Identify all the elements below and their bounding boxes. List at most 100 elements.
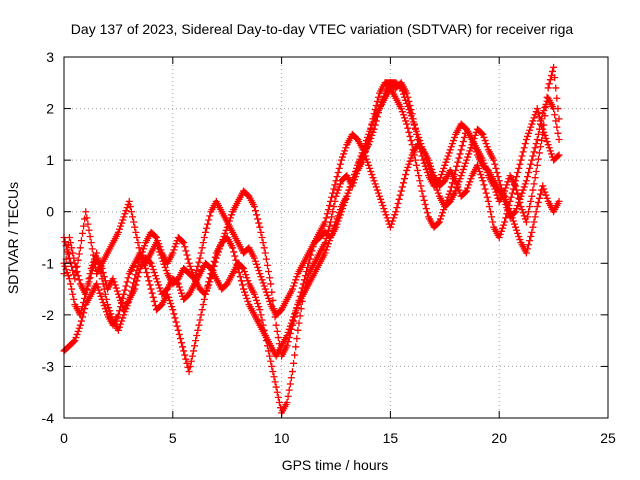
data-point-dense [541,104,549,112]
data-point-dense [243,274,251,282]
data-point-dense [509,217,517,225]
data-point-dense [423,209,431,217]
data-point [381,208,389,216]
data-point-dense [129,283,137,291]
data-point-dense [369,128,377,136]
data-point-dense [445,149,453,157]
data-point-dense [482,140,490,148]
data-point-dense [101,305,109,313]
data-point-dense [130,218,138,226]
data-point [365,161,373,169]
data-point-dense [266,274,274,282]
data-point-dense [500,193,508,201]
data-point-dense [269,296,277,304]
data-point-dense [273,388,281,396]
y-tick-label: -3 [42,358,55,374]
data-point-dense [366,164,374,172]
data-point-dense [491,160,499,168]
data-point-dense [367,124,375,132]
data-point [403,166,411,174]
data-point-dense [335,214,343,222]
data-point [430,177,438,185]
data-point-dense [100,285,108,293]
data-point-dense [176,286,184,294]
axis-ticks: 0 5 10 15 20 25 -4 -3 -2 -1 0 1 2 3 [42,49,616,446]
data-point [550,105,558,113]
data-point-dense [257,228,265,236]
data-point [419,192,427,200]
data-point-dense [476,167,484,175]
data-point-dense [380,205,388,213]
data-point-dense [478,129,486,137]
data-point-dense [203,287,211,295]
data-point-dense [552,117,560,125]
data-point-dense [549,67,557,75]
data-point-dense [336,160,344,168]
data-point-dense [390,214,398,222]
data-point-dense [368,171,376,179]
y-axis-label: SDTVAR / TECUs [5,182,21,294]
data-point-dense [324,206,332,214]
data-point-dense [420,196,428,204]
data-point-dense [477,171,485,179]
data-point-dense [251,207,259,215]
data-point-dense [67,258,75,266]
data-point-dense [274,393,282,401]
data-point [414,130,422,138]
data-point [397,187,405,195]
data-point-dense [540,185,548,193]
data-point-dense [204,284,212,292]
data-point-dense [198,244,206,252]
data-point [76,244,84,252]
data-point [337,156,345,164]
data-point-dense [543,138,551,146]
data-point [185,259,193,267]
data-point-dense [525,169,533,177]
data-point-dense [121,308,129,316]
data-point-dense [334,186,342,194]
data-point-dense [150,269,158,277]
data-point-dense [460,133,468,141]
data-point-dense [418,187,426,195]
data-point [250,254,258,262]
data-point-dense [176,335,184,343]
data-point-dense [518,189,526,197]
data-point-dense [470,134,478,142]
data-point-dense [274,334,282,342]
data-point-dense [466,178,474,186]
data-point-dense [489,218,497,226]
data-point [376,105,384,113]
data-point-dense [498,224,506,232]
data-point-dense [382,211,390,219]
data-point [533,203,541,211]
data-point-dense [155,281,163,289]
data-point [256,270,264,278]
data-point-dense [171,243,179,251]
plot-frame [63,56,609,419]
data-point [196,316,204,324]
data-point-dense [448,179,456,187]
data-point-dense [290,359,298,367]
data-point-dense [440,164,448,172]
data-point-dense [554,152,562,160]
data-point-dense [520,144,528,152]
data-point-dense [139,245,147,253]
data-point-dense [68,244,76,252]
data-point-dense [461,159,469,167]
data-point [555,151,563,159]
data-point-dense [396,191,404,199]
data-point-dense [345,186,353,194]
data-point-dense [323,210,331,218]
data-point-dense [453,184,461,192]
data-point-dense [451,171,459,179]
data-point-dense [88,245,96,253]
data-point [158,254,166,262]
data-point-dense [151,232,159,240]
data-point-dense [427,167,435,175]
data-point [495,177,503,185]
data-point-dense [519,209,527,217]
data-point-dense [244,297,252,305]
data-point [544,141,552,149]
data-point-dense [378,198,386,206]
data-point-dense [453,162,461,170]
